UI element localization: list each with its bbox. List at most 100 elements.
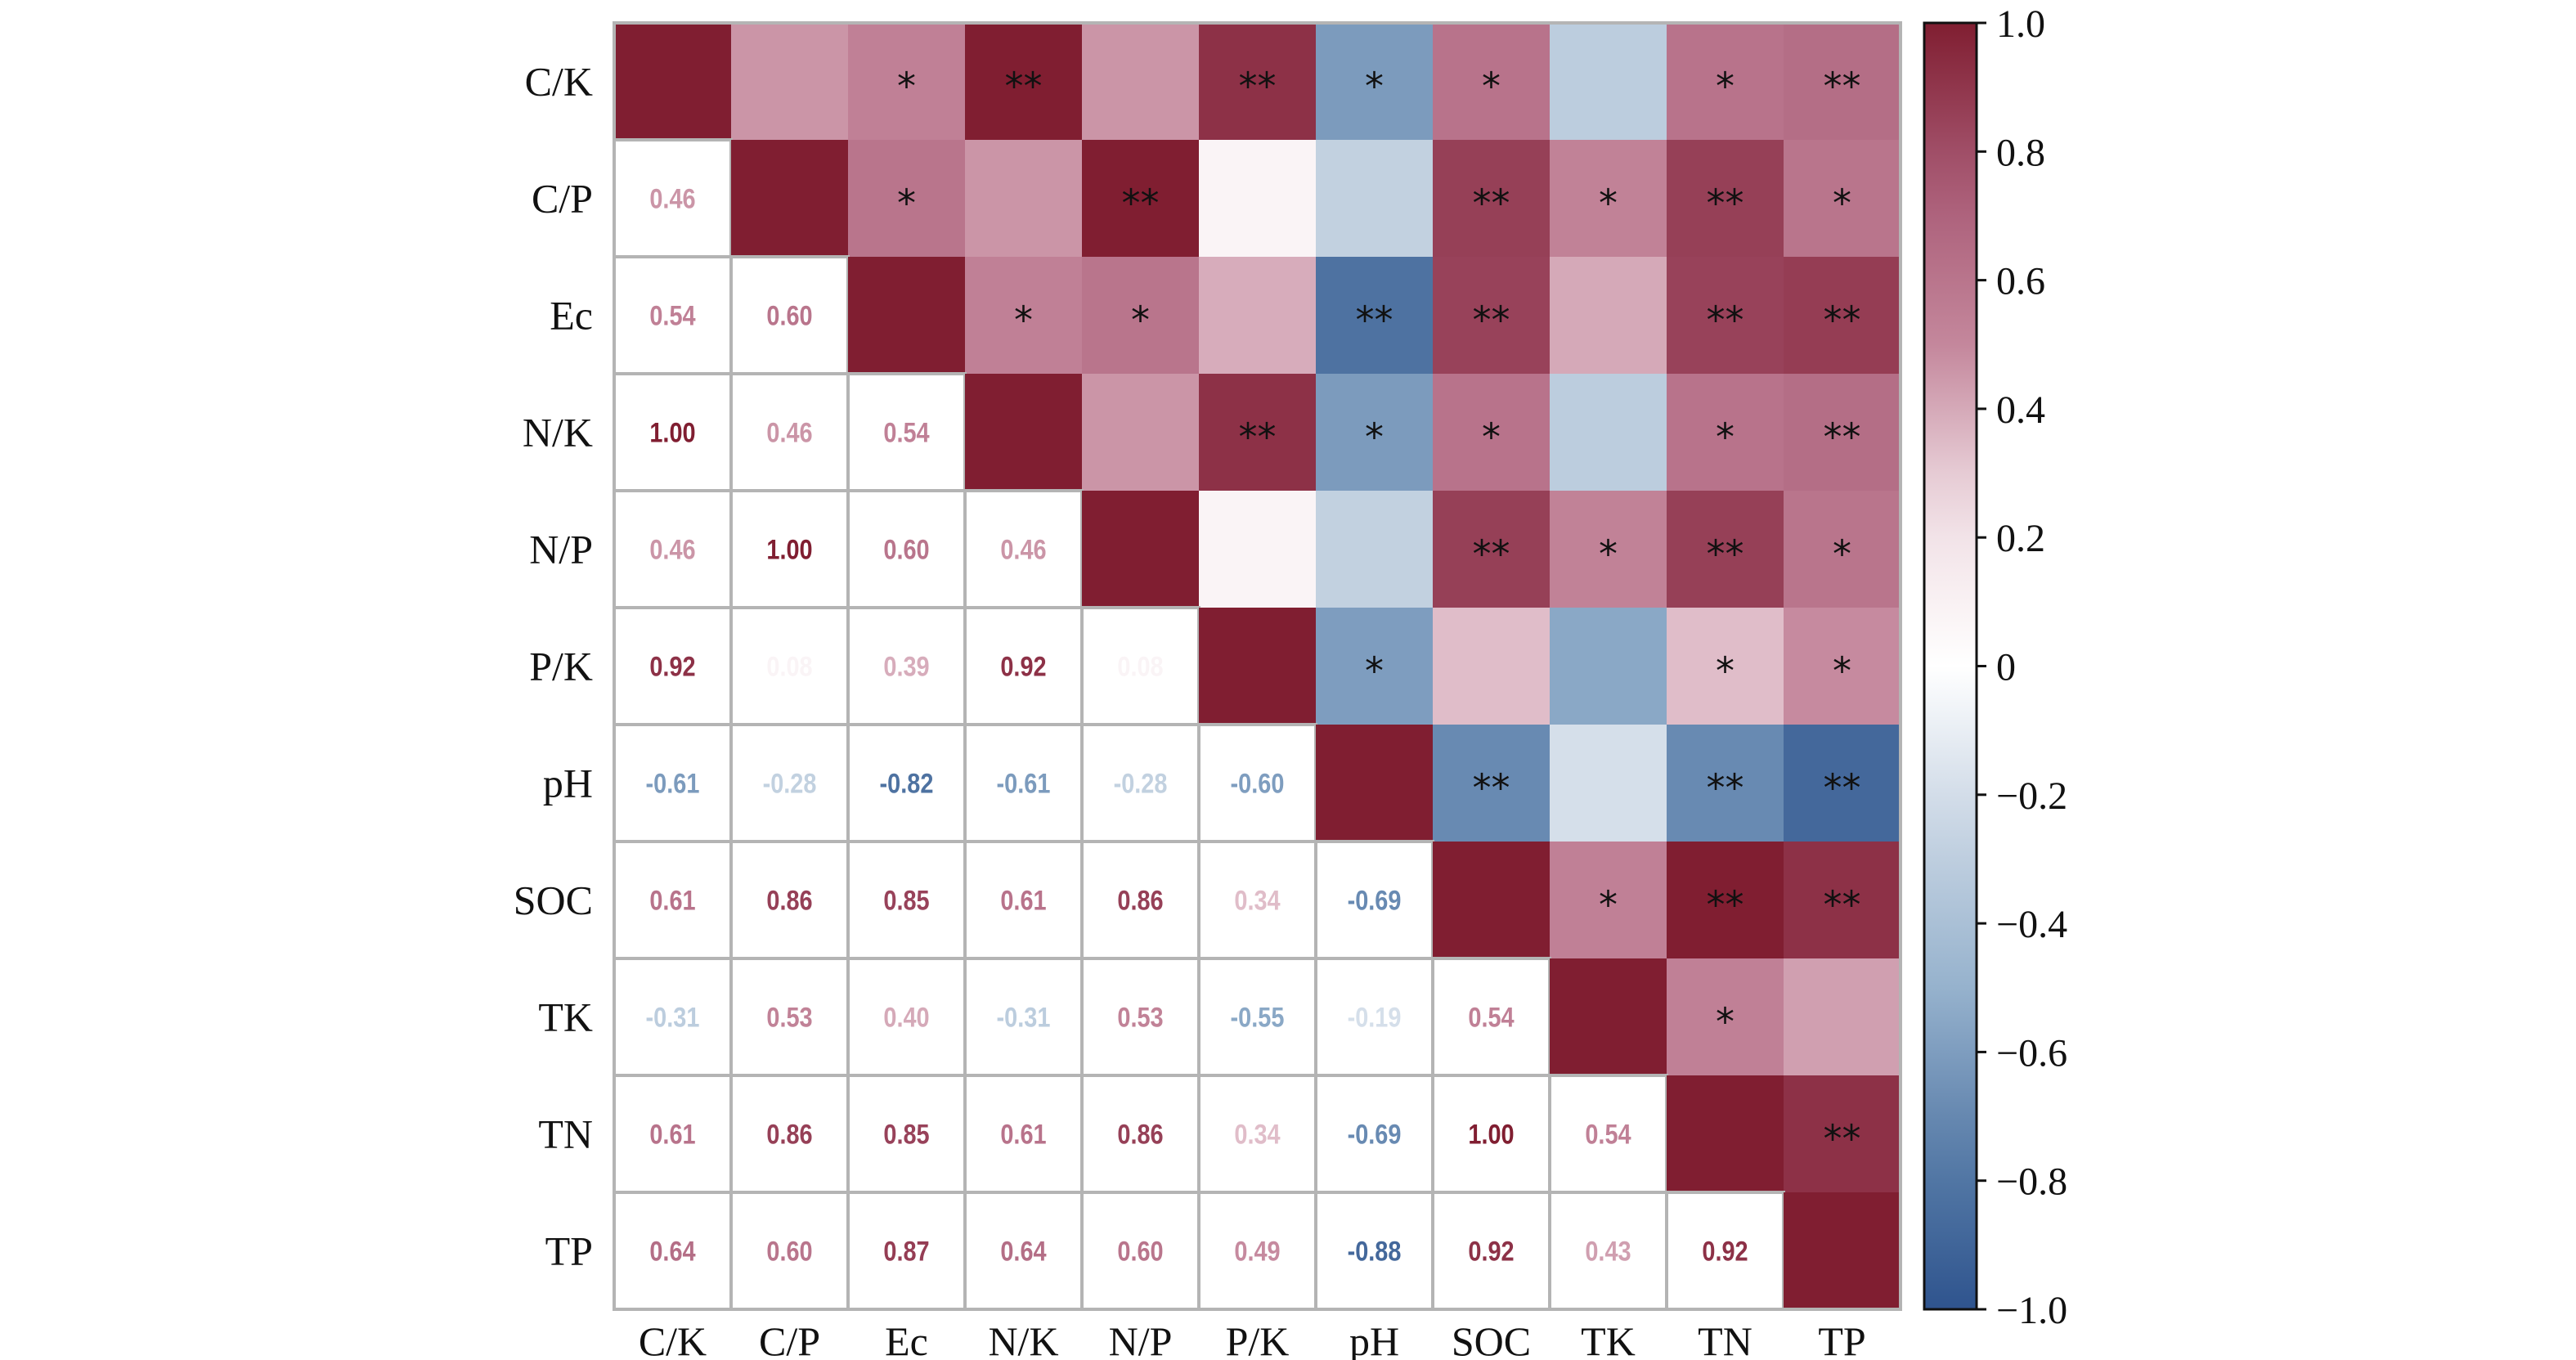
correlation-value: 0.46 [649,182,695,214]
significance-mark: * [1482,65,1501,109]
correlation-value: -0.88 [1348,1235,1402,1267]
heatmap-cell [1550,491,1667,608]
heatmap-cell [731,23,848,140]
row-label: N/P [529,527,593,572]
value-cell [729,255,850,375]
significance-mark: * [1365,65,1384,109]
diagonal-cell [1433,842,1550,958]
colorbar-tick-label: 0.6 [1996,260,2045,303]
significance-mark: ** [1824,65,1861,109]
correlation-value: 0.40 [883,1001,929,1033]
heatmap-cell [1316,23,1433,140]
significance-mark: ** [1473,766,1510,810]
column-label: Ec [885,1318,928,1360]
significance-mark: ** [1707,766,1744,810]
value-cell [1665,1191,1785,1311]
correlation-value: -0.55 [1231,1001,1285,1033]
heatmap-cell [1433,140,1550,257]
diagonal-cell [1199,608,1316,725]
significance-mark: ** [1707,182,1744,226]
colorbar-tick-label: 0.8 [1996,131,2045,174]
heatmap-cell [1082,257,1199,374]
row-label: pH [543,761,593,806]
heatmap-cell [1199,257,1316,374]
heatmap-cell [848,140,965,257]
colorbar-tick-label: 0.4 [1996,388,2045,432]
column-label: TP [1818,1318,1865,1360]
correlation-value: 0.85 [883,884,929,916]
heatmap-cell [1199,140,1316,257]
correlation-value: 0.54 [649,299,696,331]
value-cell [846,957,967,1077]
correlation-value: 0.60 [766,1235,812,1267]
significance-mark: ** [1824,883,1861,927]
value-cell [846,372,967,492]
heatmap-border [613,21,1902,1311]
significance-mark: ** [1239,415,1277,460]
significance-mark: * [1716,65,1735,109]
significance-mark: * [1716,649,1735,693]
row-label: TP [545,1228,593,1274]
significance-mark: ** [1356,298,1393,343]
correlation-value: -0.28 [763,767,817,799]
heatmap-cell [1316,374,1433,491]
correlation-value: -0.82 [880,767,934,799]
heatmap-cell [1082,23,1199,140]
value-cell [729,489,850,609]
heatmap-cell [1667,725,1784,842]
correlation-value: 0.54 [883,416,930,448]
correlation-value: 1.00 [1468,1118,1514,1150]
colorbar-tick-label: 1.0 [1996,2,2045,46]
significance-mark: * [1833,649,1851,693]
correlation-value: 0.61 [649,884,695,916]
value-cell [1080,1074,1200,1194]
value-cell [963,1191,1084,1311]
heatmap-cell [1433,725,1550,842]
diagonal-cell [1550,958,1667,1075]
correlation-value: -0.31 [997,1001,1051,1033]
correlation-value: -0.28 [1114,767,1168,799]
heatmap-cell [1784,608,1901,725]
value-cell [1080,1191,1200,1311]
significance-mark: ** [1707,532,1744,577]
heatmap-cell [965,140,1082,257]
column-label: N/K [988,1318,1058,1360]
significance-mark: * [1833,532,1851,577]
significance-mark: * [1131,298,1150,343]
significance-mark: ** [1473,182,1510,226]
correlation-value: 0.34 [1234,1118,1281,1150]
row-label: P/K [529,644,593,689]
correlation-value: 0.46 [766,416,812,448]
diagonal-cell [848,257,965,374]
column-label: N/P [1109,1318,1173,1360]
significance-mark: * [1599,532,1618,577]
value-cell [1431,957,1551,1077]
correlation-value: 0.86 [766,1118,812,1150]
heatmap-cell [1784,140,1901,257]
correlation-value: -0.61 [997,767,1051,799]
value-cell [1080,606,1200,726]
value-cell [729,723,850,843]
correlation-value: 1.00 [766,533,812,565]
correlation-value: -0.69 [1348,1118,1402,1150]
heatmap-cell [1433,608,1550,725]
heatmap-cell [965,257,1082,374]
column-label: TK [1581,1318,1636,1360]
correlation-value: 0.92 [649,650,695,682]
row-label: SOC [514,877,593,923]
significance-mark: * [1014,298,1033,343]
heatmap-cell [1667,374,1784,491]
row-label: TN [538,1111,593,1157]
significance-mark: * [1716,415,1735,460]
diagonal-cell [731,140,848,257]
colorbar-tick-label: −0.8 [1996,1160,2067,1204]
value-cell [613,1191,733,1311]
value-cell [846,606,967,726]
correlation-value: 0.49 [1234,1235,1280,1267]
heatmap-cell [1316,257,1433,374]
correlation-value: 0.39 [883,650,929,682]
value-cell [1548,1191,1668,1311]
heatmap-cell [1082,140,1199,257]
heatmap-cell [1667,257,1784,374]
colorbar-tick-label: −1.0 [1996,1289,2067,1332]
